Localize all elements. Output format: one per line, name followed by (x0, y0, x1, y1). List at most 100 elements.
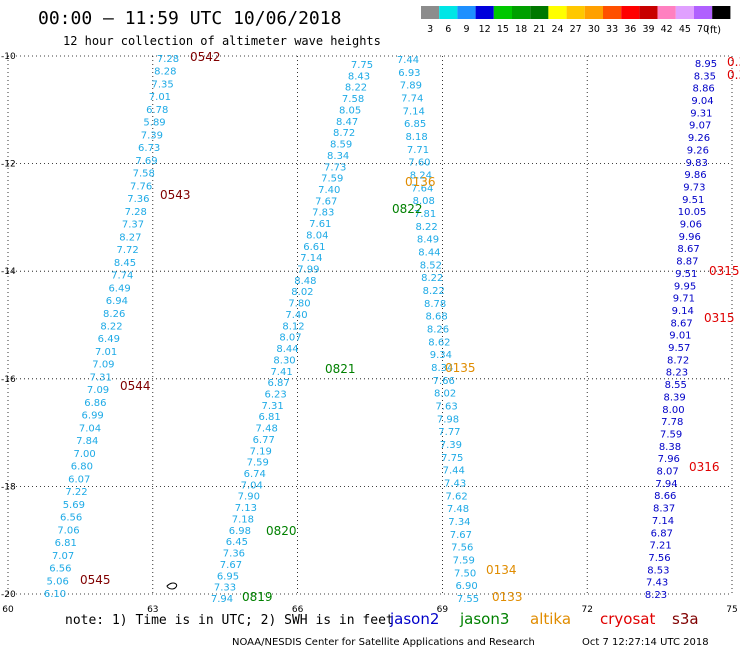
swh-value: 7.89 (400, 81, 422, 92)
swh-value: 7.67 (450, 530, 472, 541)
legend-swatch (493, 6, 512, 19)
swh-value: 9.31 (690, 108, 712, 119)
swh-value: 8.67 (677, 244, 699, 255)
swh-value: 9.26 (688, 133, 710, 144)
swh-value: 9.04 (691, 96, 713, 107)
swh-value: 5.06 (47, 576, 69, 587)
map-area: 60 63 66 69 72 75-10-12-14-16-18-20 7.288.287… (1, 50, 740, 615)
legend-s3a: s3a (672, 610, 699, 628)
legend-tick-label: 12 (479, 24, 491, 35)
swh-value: 8.22 (100, 322, 122, 333)
swh-value: 6.23 (264, 389, 286, 400)
swh-value: 7.69 (135, 156, 157, 167)
swh-value: 6.56 (49, 564, 71, 575)
wave-height-legend: (ft) 3 6 9 12 15 18 21 24 27 30 33 36 39 42 45 70 (421, 6, 731, 36)
swh-value: 7.09 (92, 360, 114, 371)
legend-tick-label: 70 (697, 24, 709, 35)
swh-value: 7.73 (324, 162, 346, 173)
swh-value: 9.73 (683, 182, 705, 193)
legend-tick-label: 21 (533, 24, 545, 35)
track-cryosat-0315: 8.958.358.869.049.319.079.269.269.839.86… (645, 59, 717, 601)
swh-value: 6.81 (55, 538, 77, 549)
swh-value: 6.81 (259, 412, 281, 423)
swh-value: 7.63 (435, 402, 457, 413)
swh-value: 6.99 (82, 411, 104, 422)
swh-value: 7.71 (407, 145, 429, 156)
swh-value: 7.56 (451, 543, 473, 554)
swh-value: 8.47 (336, 117, 358, 128)
swh-value: 7.43 (444, 479, 466, 490)
legend-unit: (ft) (706, 25, 721, 36)
lon-tick-label: 66 (292, 605, 304, 615)
swh-value: 8.35 (694, 71, 716, 82)
lat-tick-label: -10 (1, 52, 16, 62)
pass-time-label: 0.3 (727, 68, 740, 82)
swh-value: 8.95 (695, 59, 717, 70)
legend-tick-label: 39 (642, 24, 654, 35)
swh-value: 9.07 (689, 121, 711, 132)
legend-tick-label: 42 (661, 24, 673, 35)
lon-tick-label: 75 (726, 605, 737, 615)
footer-timestamp: Oct 7 12:27:14 UTC 2018 (582, 637, 709, 648)
swh-value: 8.26 (427, 325, 449, 336)
swh-value: 8.62 (428, 337, 450, 348)
swh-value: 7.31 (90, 372, 112, 383)
pass-labels: 0542 0543 0544 0545 0136 0135 0134 0133 0822 0821… (80, 50, 740, 604)
swh-value: 8.24 (410, 171, 432, 182)
swh-value: 8.02 (291, 287, 313, 298)
swh-value: 6.93 (398, 68, 420, 79)
swh-value: 8.23 (666, 368, 688, 379)
swh-value: 7.96 (658, 454, 680, 465)
swh-value: 8.34 (431, 363, 453, 374)
island-outline (166, 582, 178, 590)
pass-time-label: 0544 (120, 379, 151, 393)
swh-value: 8.78 (424, 299, 446, 310)
swh-value: 7.00 (73, 449, 95, 460)
swh-value: 7.31 (262, 401, 284, 412)
map-title: 00:00 – 11:59 UTC 10/06/2018 (38, 8, 341, 29)
swh-value: 6.80 (71, 462, 93, 473)
pass-time-label: 0822 (392, 202, 423, 216)
swh-value: 6.78 (146, 105, 168, 116)
swh-value: 7.43 (646, 578, 668, 589)
swh-value: 7.21 (650, 541, 672, 552)
swh-value: 9.86 (684, 170, 706, 181)
pass-time-label: 0133 (492, 590, 523, 604)
swh-value: 7.22 (65, 487, 87, 498)
swh-value: 9.01 (669, 331, 691, 342)
swh-value: 7.60 (408, 158, 430, 169)
swh-value: 8.38 (659, 442, 681, 453)
swh-value: 8.86 (693, 84, 715, 95)
swh-value: 8.66 (654, 491, 676, 502)
altimeter-tracks: 7.288.287.357.016.785.897.396.737.697.58… (44, 54, 717, 605)
swh-value: 7.55 (457, 594, 479, 605)
swh-value: 7.74 (111, 271, 133, 282)
swh-value: 7.06 (57, 525, 79, 536)
legend-swatch (694, 6, 713, 19)
swh-value: 8.02 (434, 389, 456, 400)
swh-value: 7.48 (256, 424, 278, 435)
lat-tick-label: -12 (1, 160, 16, 170)
swh-value: 8.00 (662, 405, 684, 416)
map-subtitle: 12 hour collection of altimeter wave hei… (63, 34, 381, 48)
swh-value: 6.07 (68, 474, 90, 485)
swh-value: 7.35 (151, 79, 173, 90)
lon-tick-label: 72 (581, 605, 592, 615)
lat-lon-grid: 60 63 66 69 72 75 -10 -12 -14 -16 -18 -20 (1, 52, 738, 615)
swh-value: 8.52 (420, 260, 442, 271)
legend-swatch (475, 6, 494, 19)
swh-value: 8.22 (415, 222, 437, 233)
swh-value: 6.94 (106, 296, 128, 307)
pass-time-label: 0135 (445, 361, 476, 375)
swh-value: 7.76 (130, 181, 152, 192)
swh-value: 7.04 (241, 480, 263, 491)
lat-tick-label: -16 (1, 375, 16, 385)
swh-value: 7.09 (87, 385, 109, 396)
lat-tick-label: -14 (1, 267, 16, 277)
footer-note: note: 1) Time is in UTC; 2) SWH is in fe… (65, 613, 394, 628)
swh-value: 9.51 (675, 269, 697, 280)
swh-value: 7.28 (157, 54, 179, 65)
swh-value: 6.49 (108, 283, 130, 294)
swh-value: 7.59 (247, 458, 269, 469)
